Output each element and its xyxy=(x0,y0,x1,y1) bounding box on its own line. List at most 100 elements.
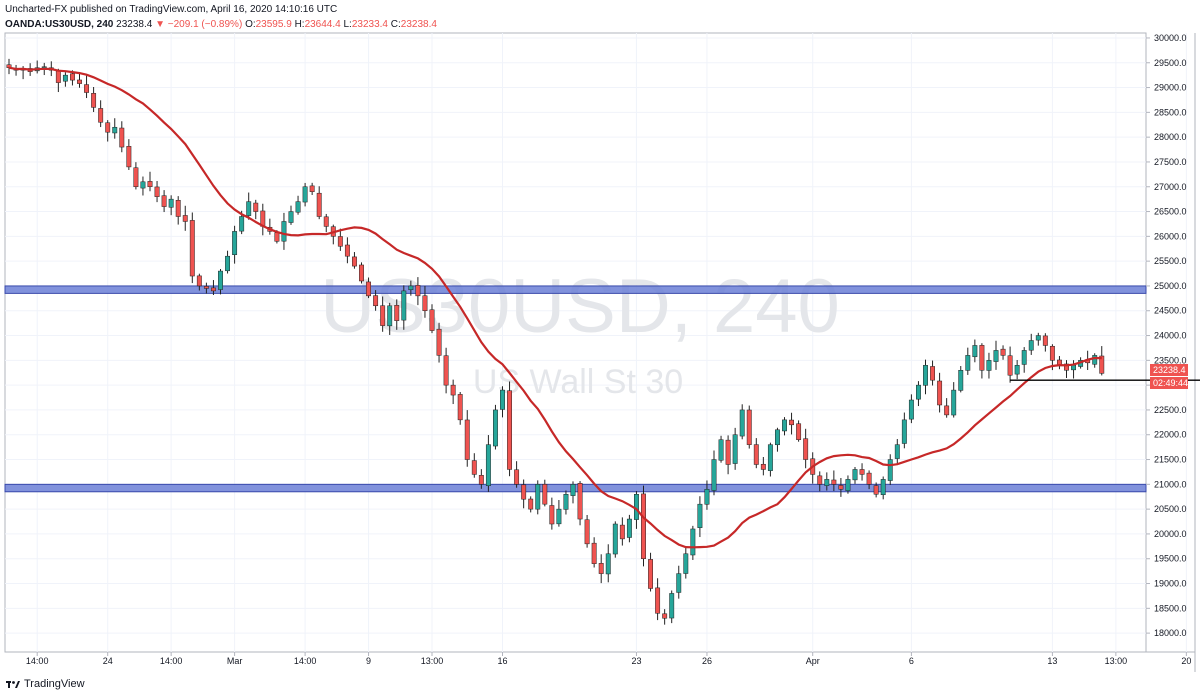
candle-body xyxy=(485,444,491,487)
candle-body xyxy=(605,553,611,575)
candle-body xyxy=(507,390,513,470)
candle-body xyxy=(182,215,188,222)
candle-body xyxy=(203,286,209,289)
y-tick-label: 27000.0 xyxy=(1154,182,1187,192)
candle-body xyxy=(295,201,301,213)
candle-body xyxy=(387,305,393,327)
candle-body xyxy=(859,469,865,475)
candle-body xyxy=(288,211,294,223)
candle-body xyxy=(775,429,780,446)
candle-body xyxy=(1099,355,1105,374)
y-tick-label: 18000.0 xyxy=(1154,628,1187,638)
candle-body xyxy=(274,232,280,242)
candle-body xyxy=(309,185,315,192)
candle-body xyxy=(972,345,978,358)
x-tick-label: 13 xyxy=(1047,656,1057,666)
candle-body xyxy=(916,384,921,400)
candle-body xyxy=(281,221,287,242)
candle-body xyxy=(789,419,794,426)
candle-body xyxy=(415,285,421,297)
y-tick-label: 26500.0 xyxy=(1154,207,1187,217)
candle-body xyxy=(641,493,646,559)
footer[interactable]: TradingView xyxy=(6,678,85,690)
x-tick-label: 14:00 xyxy=(26,656,49,666)
candle-body xyxy=(873,485,879,495)
candle-body xyxy=(824,479,830,486)
time-axis[interactable]: 14:00 24 14:00 Mar 14:00 9 13:00 16 23 26 Apr 6 13 13… xyxy=(26,652,1191,666)
candle-body xyxy=(619,524,625,540)
candle-body xyxy=(84,84,89,93)
open-label: O: xyxy=(245,19,256,30)
candle-body xyxy=(77,79,82,84)
candle-body xyxy=(944,405,950,416)
y-tick-label: 24500.0 xyxy=(1154,306,1187,316)
y-tick-label: 28500.0 xyxy=(1154,107,1187,117)
candle-body xyxy=(140,181,146,189)
candle-body xyxy=(352,256,357,267)
candle-body xyxy=(232,231,238,255)
candle-body xyxy=(464,419,470,460)
candle-body xyxy=(584,519,590,545)
x-tick-label: 14:00 xyxy=(294,656,317,666)
publish-info: Uncharted-FX published on TradingView.co… xyxy=(5,4,338,15)
candle-body xyxy=(457,394,463,421)
candle-body xyxy=(930,366,935,381)
resistance-support-zone xyxy=(4,483,1147,493)
chart-header: Uncharted-FX published on TradingView.co… xyxy=(5,2,437,32)
candle-body xyxy=(591,542,597,564)
candle-body xyxy=(803,438,809,460)
candle-body xyxy=(211,287,216,292)
candle-body xyxy=(831,479,837,485)
candle-body xyxy=(993,350,999,362)
y-tick-label: 20000.0 xyxy=(1154,529,1187,539)
candle-body xyxy=(732,434,738,464)
candle-body xyxy=(634,494,639,520)
y-tick-label: 22500.0 xyxy=(1154,405,1187,415)
candle-body xyxy=(908,399,914,420)
y-tick-label: 30000.0 xyxy=(1154,33,1187,43)
candle-body xyxy=(1035,335,1041,341)
candle-body xyxy=(817,475,823,485)
candle-body xyxy=(493,409,498,447)
candle-body xyxy=(1007,355,1013,376)
x-tick-label: 13:00 xyxy=(1105,656,1128,666)
candle-body xyxy=(1071,365,1076,371)
candle-body xyxy=(1021,350,1027,365)
tradingview-logo-icon xyxy=(6,681,20,688)
candle-body xyxy=(450,384,456,396)
watermark-symbol: US30USD, 240 xyxy=(320,264,840,349)
candle-body xyxy=(119,127,125,148)
candle-body xyxy=(500,389,505,410)
candle-body xyxy=(528,498,534,510)
candle-body xyxy=(443,355,449,386)
price-axis[interactable]: 18000.0 18500.0 19000.0 19500.0 20000.0 20500… xyxy=(1146,33,1187,638)
high-label: H: xyxy=(294,19,305,30)
x-tick-label: 6 xyxy=(909,656,914,666)
candle-body xyxy=(697,503,703,528)
zones xyxy=(4,285,1147,493)
candle-body xyxy=(1028,340,1034,351)
candle-body xyxy=(676,573,682,593)
candle-body xyxy=(246,201,252,216)
candle-body xyxy=(478,475,484,485)
candle-body xyxy=(796,423,802,440)
candle-body xyxy=(556,508,562,525)
candle-body xyxy=(436,328,442,356)
candle-body xyxy=(196,275,202,287)
candle-body xyxy=(923,365,928,386)
y-tick-label: 21500.0 xyxy=(1154,455,1187,465)
x-tick-label: 16 xyxy=(497,656,507,666)
x-tick-label: 26 xyxy=(702,656,712,666)
candle-body xyxy=(394,305,400,321)
last-price-tag-text: 23238.4 xyxy=(1153,365,1186,375)
y-tick-label: 19500.0 xyxy=(1154,554,1187,564)
candle-body xyxy=(838,485,844,490)
y-tick-label: 29000.0 xyxy=(1154,83,1187,93)
candle-body xyxy=(344,244,350,257)
candle-body xyxy=(366,281,372,297)
candle-body xyxy=(401,290,407,321)
candle-body xyxy=(154,186,160,197)
candle-body xyxy=(887,459,893,481)
candle-body xyxy=(669,593,675,619)
